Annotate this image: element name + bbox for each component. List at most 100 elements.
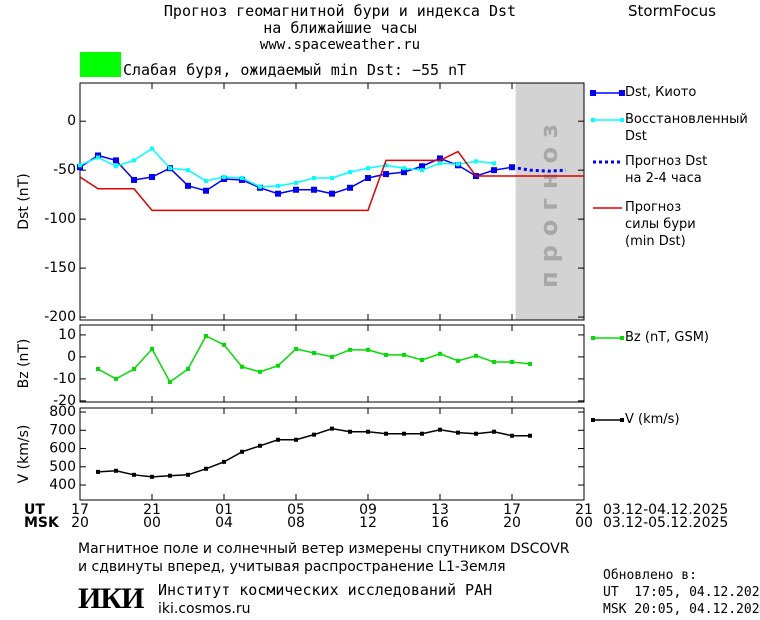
data-point (330, 354, 334, 359)
data-point (347, 184, 353, 191)
data-point (420, 431, 424, 436)
data-point (528, 361, 532, 366)
data-point (456, 162, 460, 167)
y-tick-label: 0 (67, 349, 76, 365)
x-tick-label: 21 (575, 502, 593, 518)
data-point (474, 159, 478, 164)
data-point (365, 174, 371, 181)
data-point (258, 184, 262, 189)
forecast-band (515, 83, 584, 320)
data-point (401, 169, 407, 176)
y-tick-label: -50 (53, 162, 76, 178)
y-axis-label: V (km/s) (16, 425, 32, 484)
series-line (79, 147, 495, 188)
data-point (185, 182, 191, 189)
legend-marker (590, 90, 596, 96)
plot-frame (79, 407, 585, 501)
data-point (294, 180, 298, 185)
data-point (348, 347, 352, 352)
data-point (311, 186, 317, 193)
data-point (437, 155, 443, 162)
data-point (203, 187, 209, 194)
data-point (168, 166, 172, 171)
data-point (222, 175, 226, 180)
data-point (150, 474, 154, 479)
y-tick-label: -20 (53, 393, 76, 409)
x-tick-label: 05 (287, 502, 305, 518)
data-point (384, 352, 388, 357)
legend-marker (591, 118, 595, 122)
data-point (204, 178, 208, 183)
data-point (474, 431, 478, 436)
data-point (204, 466, 208, 471)
data-point (258, 369, 262, 374)
data-point (474, 353, 478, 358)
storm-level-swatch (80, 52, 121, 77)
legend-label: Dst, Киото (625, 85, 697, 100)
x-tick-label: 09 (359, 502, 377, 518)
y-tick-label: -150 (44, 260, 76, 276)
legend-label: Прогноз силы бури (min Dst) (625, 200, 696, 249)
data-point (258, 443, 262, 448)
ut-range: 03.12-04.12.2025 (603, 502, 728, 518)
y-tick-label: 0 (67, 113, 76, 129)
logo: ИКИ (78, 582, 144, 615)
y-tick-label: 400 (49, 477, 76, 493)
site: iki.cosmos.ru (158, 601, 251, 617)
data-point (186, 168, 190, 173)
y-tick-label: 600 (49, 441, 76, 457)
data-point (186, 472, 190, 477)
data-point (312, 432, 316, 437)
y-tick-label: -100 (44, 211, 76, 227)
data-point (366, 429, 370, 434)
data-point (402, 166, 406, 171)
forecast-band-label: прогноз (535, 115, 563, 288)
brand: StormFocus (628, 2, 716, 20)
data-point (113, 157, 119, 164)
data-point (204, 334, 208, 338)
x-tick-label: 13 (431, 502, 449, 518)
data-point (330, 175, 334, 180)
data-point (132, 158, 136, 163)
y-axis-label: Dst (nT) (16, 173, 32, 229)
data-point (491, 167, 497, 174)
x-tick-label: 20 (503, 515, 521, 531)
data-point (384, 431, 388, 436)
x-tick-label: 08 (287, 515, 305, 531)
legend-label: V (km/s) (625, 412, 680, 427)
data-point (240, 364, 244, 369)
data-point (114, 468, 118, 473)
data-point (149, 174, 155, 181)
data-point (114, 164, 118, 169)
data-point (150, 346, 154, 351)
data-point (420, 357, 424, 362)
data-point (348, 170, 352, 175)
data-point (96, 367, 100, 371)
y-axis-label: Bz (nT) (16, 339, 32, 389)
data-point (312, 350, 316, 355)
data-point (419, 163, 425, 170)
data-point (276, 183, 280, 188)
data-point (294, 346, 298, 351)
data-point (132, 472, 136, 477)
y-tick-label: 10 (58, 327, 76, 343)
source-url: www.spaceweather.ru (259, 37, 421, 53)
data-point (438, 351, 442, 356)
series-line (79, 150, 584, 212)
data-point (114, 376, 118, 381)
y-tick-label: 500 (49, 459, 76, 475)
x-tick-label: 01 (215, 502, 233, 518)
data-point (132, 367, 136, 371)
data-point (510, 433, 514, 438)
data-point (329, 190, 335, 197)
ut-title: UT (24, 502, 45, 518)
data-point (150, 146, 154, 151)
data-point (78, 163, 82, 168)
institute: Институт космических исследований РАН (158, 581, 493, 599)
data-point (312, 175, 316, 180)
x-tick-label: 17 (503, 502, 521, 518)
data-point (348, 429, 352, 434)
data-point (294, 437, 298, 442)
x-tick-label: 04 (215, 515, 233, 531)
